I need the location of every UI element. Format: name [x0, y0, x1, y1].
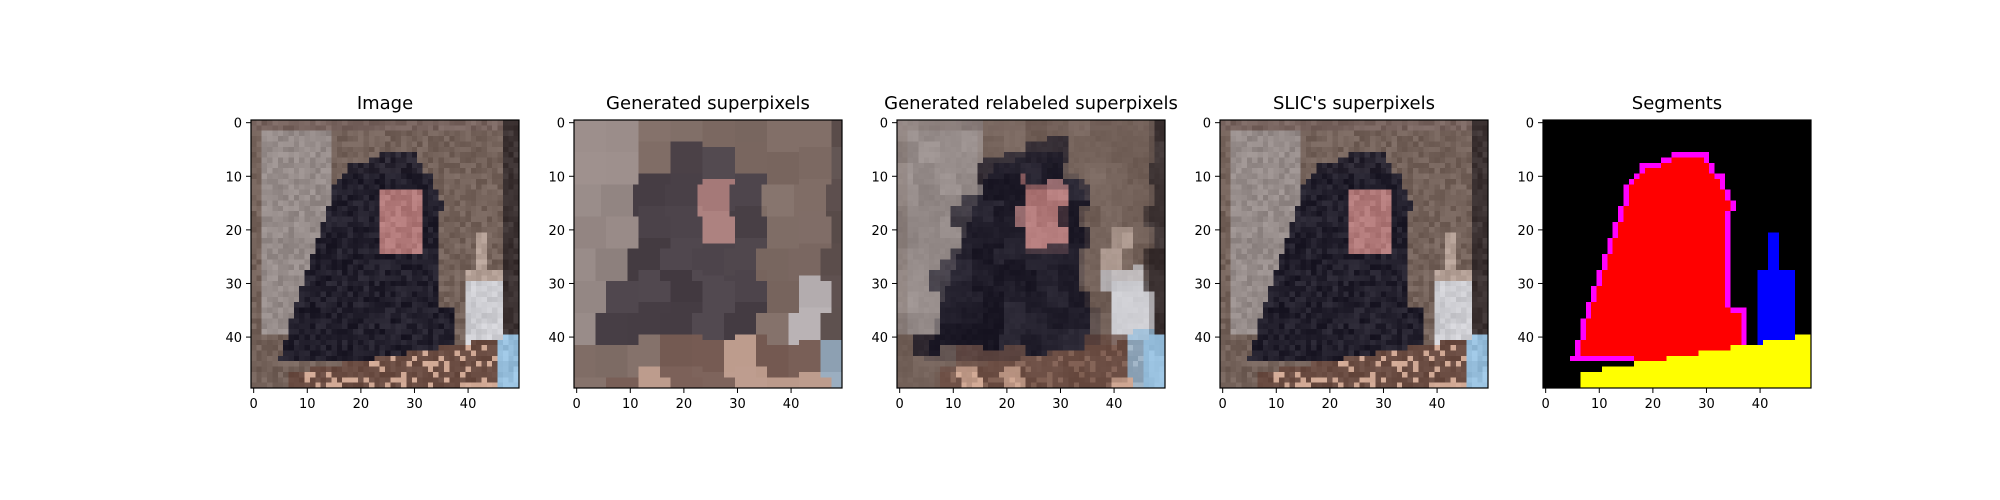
x-tick-label: 40: [1752, 397, 1769, 412]
y-tick-label: 10: [548, 170, 565, 185]
axes-frame: [573, 119, 843, 389]
x-tick-label: 30: [1375, 397, 1392, 412]
y-tick-label: 10: [1194, 170, 1211, 185]
y-tick-label: 40: [871, 331, 888, 346]
y-tick-label: 10: [871, 170, 888, 185]
x-tick-label: 20: [999, 397, 1016, 412]
axes-frame: [1219, 119, 1489, 389]
x-tick-label: 0: [573, 397, 581, 412]
x-tick-label: 10: [622, 397, 639, 412]
y-tick-label: 0: [557, 117, 565, 132]
y-tick-label: 30: [225, 277, 242, 292]
y-tick-label: 40: [1194, 331, 1211, 346]
y-tick-label: 20: [1517, 224, 1534, 239]
x-tick-label: 20: [1322, 397, 1339, 412]
y-tick-label: 20: [871, 224, 888, 239]
panel-title: SLIC's superpixels: [1273, 93, 1435, 114]
panel-image: [251, 120, 520, 389]
x-tick-label: 0: [1542, 397, 1550, 412]
x-tick-label: 30: [729, 397, 746, 412]
panel-title: Generated relabeled superpixels: [884, 93, 1178, 114]
axes-frame: [1542, 119, 1812, 389]
panel-5: Segments 0 0 10 10 20 20 30 30 40 40: [1517, 93, 1812, 412]
x-tick-label: 20: [353, 397, 370, 412]
y-tick-label: 0: [1203, 117, 1211, 132]
y-tick-label: 30: [871, 277, 888, 292]
panel-title: Image: [357, 93, 413, 114]
x-tick-label: 0: [1219, 397, 1227, 412]
y-tick-label: 40: [225, 331, 242, 346]
axes-frame: [896, 119, 1166, 389]
panel-image: [1220, 120, 1489, 389]
panel-4: SLIC's superpixels 0 0 10 10 20 20 30 30 40 40: [1194, 93, 1489, 412]
panel-image: [1543, 120, 1812, 389]
x-tick-label: 10: [299, 397, 316, 412]
x-tick-label: 30: [1698, 397, 1715, 412]
x-tick-label: 40: [1106, 397, 1123, 412]
y-tick-label: 30: [1194, 277, 1211, 292]
y-tick-label: 30: [548, 277, 565, 292]
y-tick-label: 30: [1517, 277, 1534, 292]
y-tick-label: 0: [880, 117, 888, 132]
y-tick-label: 20: [1194, 224, 1211, 239]
panel-title: Segments: [1632, 93, 1722, 114]
panel-3: Generated relabeled superpixels 0 0 10 10 20 2…: [871, 93, 1177, 412]
x-tick-label: 30: [406, 397, 423, 412]
x-tick-label: 0: [896, 397, 904, 412]
panel-image: [897, 120, 1166, 389]
x-tick-label: 20: [1645, 397, 1662, 412]
y-tick-label: 20: [225, 224, 242, 239]
panel-image: [574, 120, 843, 389]
y-tick-label: 20: [548, 224, 565, 239]
x-tick-label: 40: [783, 397, 800, 412]
y-tick-label: 0: [234, 117, 242, 132]
x-tick-label: 0: [250, 397, 258, 412]
x-tick-label: 40: [460, 397, 477, 412]
x-tick-label: 10: [1591, 397, 1608, 412]
y-tick-label: 0: [1526, 117, 1534, 132]
y-tick-label: 40: [1517, 331, 1534, 346]
y-tick-label: 40: [548, 331, 565, 346]
x-tick-label: 10: [945, 397, 962, 412]
panel-2: Generated superpixels 0 0 10 10 20 20 30 30 40 40: [548, 93, 843, 412]
x-tick-label: 10: [1268, 397, 1285, 412]
panel-title: Generated superpixels: [606, 93, 810, 114]
panel-1: Image 0 0 10 10 20 20 30 30 40 40: [225, 93, 520, 412]
y-tick-label: 10: [1517, 170, 1534, 185]
x-tick-label: 20: [676, 397, 693, 412]
x-tick-label: 40: [1429, 397, 1446, 412]
x-tick-label: 30: [1052, 397, 1069, 412]
axes-frame: [250, 119, 520, 389]
y-tick-label: 10: [225, 170, 242, 185]
